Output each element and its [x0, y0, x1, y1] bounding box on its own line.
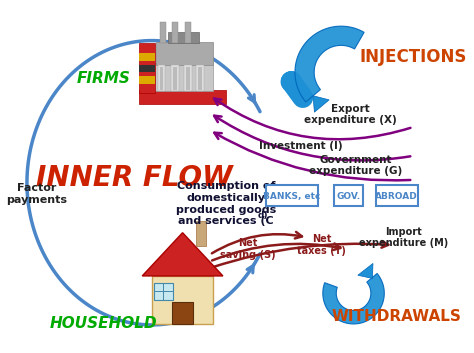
Bar	[172, 302, 193, 324]
Bar	[186, 66, 190, 90]
Bar	[173, 66, 177, 90]
Text: HOUSEHOLD: HOUSEHOLD	[50, 316, 158, 331]
Bar	[172, 22, 178, 43]
Text: GOV.: GOV.	[337, 192, 361, 201]
Text: Government
expenditure (G): Government expenditure (G)	[309, 155, 402, 176]
Bar	[196, 65, 204, 91]
Polygon shape	[139, 53, 155, 61]
Polygon shape	[142, 233, 223, 276]
Polygon shape	[358, 263, 373, 279]
Text: INNER FLOW: INNER FLOW	[36, 164, 233, 192]
Text: Consumption of
domestically
produced goods
and services (C: Consumption of domestically produced goo…	[176, 181, 276, 226]
Bar	[184, 65, 192, 91]
Bar	[161, 22, 166, 43]
Bar	[139, 90, 226, 104]
FancyBboxPatch shape	[376, 185, 418, 206]
Polygon shape	[295, 26, 364, 102]
Text: ABROAD: ABROAD	[375, 192, 418, 201]
Bar	[168, 32, 199, 43]
Bar	[157, 65, 165, 91]
Bar	[154, 283, 173, 300]
Text: FIRMS: FIRMS	[77, 72, 131, 86]
Bar	[155, 42, 213, 65]
Bar	[139, 43, 155, 94]
Text: Net
taxes (T): Net taxes (T)	[297, 234, 346, 256]
Bar	[196, 221, 206, 246]
Polygon shape	[323, 274, 384, 324]
Text: Net
saving (S): Net saving (S)	[220, 238, 276, 260]
Bar	[152, 63, 213, 91]
Polygon shape	[313, 96, 329, 112]
Polygon shape	[139, 65, 155, 72]
Bar	[198, 66, 202, 90]
Text: BANKS, etc: BANKS, etc	[264, 192, 321, 201]
Bar	[171, 65, 179, 91]
Text: WITHDRAWALS: WITHDRAWALS	[332, 309, 462, 324]
Bar	[160, 66, 164, 90]
Bar	[152, 276, 213, 324]
Text: Export
expenditure (X): Export expenditure (X)	[304, 104, 397, 125]
Text: Investment (I): Investment (I)	[259, 141, 343, 151]
Bar	[185, 22, 191, 43]
FancyBboxPatch shape	[334, 185, 363, 206]
Text: Import
expenditure (M): Import expenditure (M)	[359, 227, 448, 248]
Polygon shape	[139, 76, 155, 84]
Text: d): d)	[257, 211, 268, 220]
FancyBboxPatch shape	[266, 185, 318, 206]
Text: INJECTIONS: INJECTIONS	[359, 48, 467, 66]
Text: Factor
payments: Factor payments	[6, 184, 67, 205]
